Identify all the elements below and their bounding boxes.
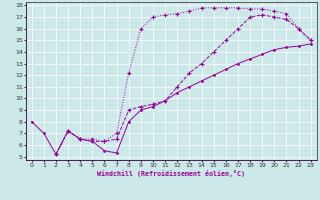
X-axis label: Windchill (Refroidissement éolien,°C): Windchill (Refroidissement éolien,°C) [97,170,245,177]
